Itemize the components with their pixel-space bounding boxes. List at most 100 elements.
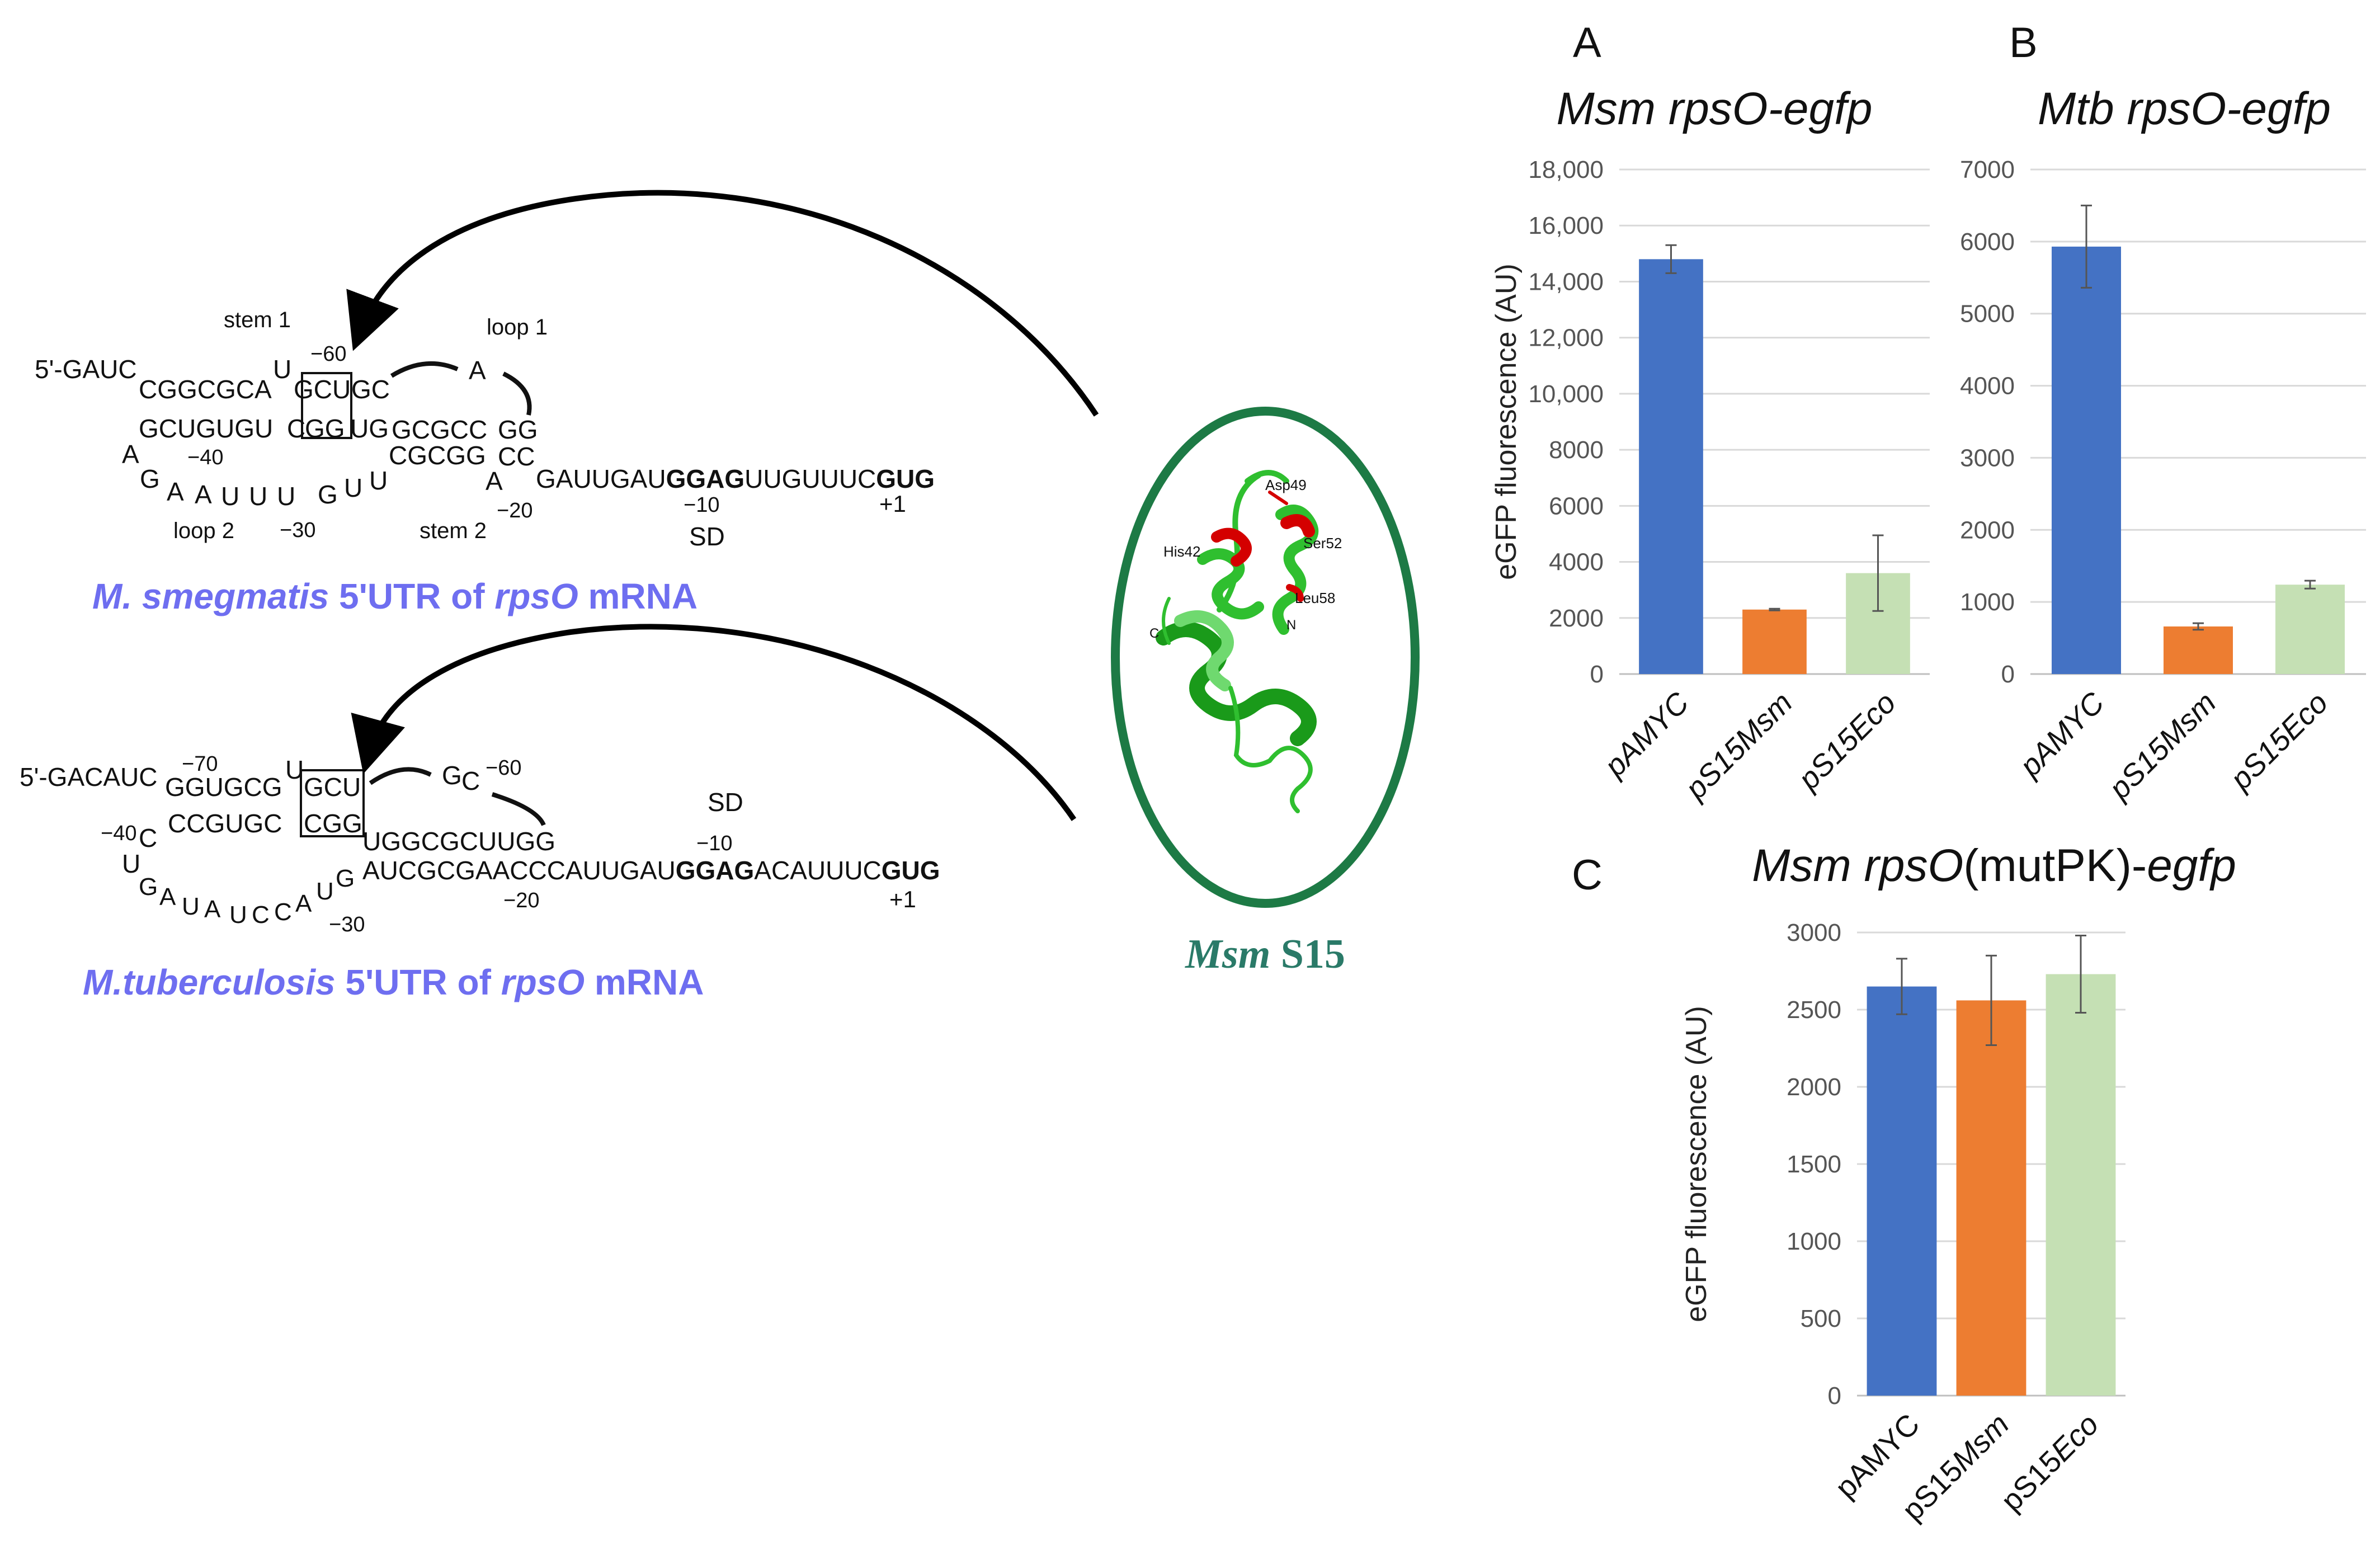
y-tick-label: 4000 bbox=[1549, 549, 1604, 576]
msm-seq-tail: GAUUGAUGGAGUUGUUUCGUG bbox=[536, 464, 935, 493]
mtb-seq-top-box: GCU bbox=[304, 772, 361, 802]
bar bbox=[1956, 1000, 2026, 1396]
mtb-seq-top-ggugcg: GGUGCG bbox=[165, 772, 282, 802]
msm-binding-arrow bbox=[346, 190, 1099, 417]
bar bbox=[2164, 626, 2233, 674]
y-tick-label: 18,000 bbox=[1528, 156, 1604, 183]
his42-highlight bbox=[1211, 527, 1252, 567]
mtb-rna-structure: −70 5'-GACAUC GGUGCG U GCU G C −60 SD −4… bbox=[20, 752, 940, 1002]
msm-tail-ggag: GGAG bbox=[666, 464, 745, 493]
msm-pseudoknot-box bbox=[301, 372, 352, 439]
mtb-tail-ggag: GGAG bbox=[676, 856, 755, 885]
chart-b-title: Mtb rpsO-egfp bbox=[2038, 83, 2331, 134]
residue-c-terminus: C bbox=[1149, 626, 1159, 641]
category-label: pS15Eco bbox=[1791, 686, 1902, 797]
msm-seq-mid-gcgcc: GCGCC bbox=[392, 415, 487, 444]
chart-a-title: Msm rpsO-egfp bbox=[1557, 83, 1873, 134]
y-tick-label: 2000 bbox=[1960, 516, 2015, 544]
category-label: pAMYC bbox=[1597, 685, 1696, 784]
y-tick-label: 1000 bbox=[1960, 588, 2015, 616]
msm-loop2-base: U bbox=[249, 482, 267, 511]
protein-title: Msm S15 bbox=[1185, 931, 1345, 977]
msm-seq-mid-right: UG bbox=[350, 414, 389, 443]
y-axis-label: eGFP fluorescence (AU) bbox=[1490, 263, 1523, 580]
y-tick-label: 12,000 bbox=[1528, 324, 1604, 352]
chart-c-plot: 0 500 1000 1500 2000 2500 3000 eGFP fluorescenc… bbox=[1680, 919, 2125, 1527]
msm-stem1-label: stem 1 bbox=[224, 308, 291, 332]
msm-sd-label: SD bbox=[689, 522, 725, 551]
mtb-seq-tail: AUCGCGAACCCAUUGAUGGAGACAUUUCGUG bbox=[362, 856, 940, 885]
msm-loop2-base: U bbox=[344, 473, 362, 502]
residue-leu58: Leu58 bbox=[1295, 590, 1335, 606]
y-tick-label: 1500 bbox=[1787, 1151, 1841, 1178]
mtb-binding-arrow bbox=[351, 624, 1077, 821]
y-tick-label: 0 bbox=[1590, 661, 1604, 688]
bar bbox=[1639, 259, 1703, 674]
msm-loop2-base: A bbox=[167, 477, 184, 506]
mtb-pos-70: −70 bbox=[182, 752, 218, 776]
panel-b-label: B bbox=[2009, 19, 2038, 67]
residue-ser52: Ser52 bbox=[1303, 535, 1342, 552]
msm-tail-gug: GUG bbox=[876, 464, 935, 493]
y-axis-label: eGFP fluorescence (AU) bbox=[1680, 1006, 1713, 1322]
y-tick-label: 6000 bbox=[1960, 228, 2015, 256]
msm-seq-mid-gg: GG bbox=[498, 415, 538, 444]
msm-loop2-base: G bbox=[318, 480, 338, 509]
msm-s15-protein: Asp49 His42 Ser52 Leu58 C N Msm S15 bbox=[1111, 407, 1420, 977]
msm-pos-20: −20 bbox=[497, 499, 532, 522]
residue-n-terminus: N bbox=[1286, 618, 1296, 633]
msm-seq-cc: CC bbox=[498, 442, 535, 471]
mtb-tail-gug: GUG bbox=[882, 856, 940, 885]
msm-seq-top-box: GCU bbox=[294, 375, 351, 404]
y-tick-label: 14,000 bbox=[1528, 268, 1604, 295]
protein-cartoon bbox=[1156, 470, 1319, 813]
msm-seq-a20: A bbox=[486, 467, 503, 496]
msm-tail2: UUGUUUC bbox=[744, 464, 876, 493]
mtb-seq-mid-box: CGG bbox=[304, 809, 362, 838]
mtb-bottom-base: A bbox=[204, 896, 221, 923]
mtb-tail1: AUCGCGAACCCAUUGAU bbox=[362, 856, 676, 885]
ser52-highlight bbox=[1280, 514, 1315, 538]
y-tick-label: 6000 bbox=[1549, 492, 1604, 520]
category-label: pS15Msm bbox=[1678, 686, 1799, 807]
msm-loop1-a: A bbox=[469, 356, 486, 385]
msm-pos-30: −30 bbox=[280, 519, 315, 542]
msm-stem2-label: stem 2 bbox=[420, 519, 487, 543]
y-tick-label: 4000 bbox=[1960, 373, 2015, 400]
mtb-bottom-base: A bbox=[295, 890, 312, 917]
chart-c-title: Msm rpsO(mutPK)-egfp bbox=[1752, 840, 2236, 891]
y-tick-label: 16,000 bbox=[1528, 212, 1604, 239]
mtb-seq-mid-right: UGGCGCUUGG bbox=[362, 827, 555, 856]
mtb-loop-arc-a bbox=[369, 767, 432, 785]
msm-rna-structure: stem 1 loop 1 −60 5'-GAUC CGGCGCA U GCU … bbox=[35, 308, 935, 616]
msm-tail1: GAUUGAU bbox=[536, 464, 666, 493]
mtb-bottom-base: G bbox=[139, 873, 158, 901]
y-tick-label: 0 bbox=[1828, 1382, 1841, 1410]
asp49-highlight bbox=[1268, 491, 1288, 505]
y-tick-label: 3000 bbox=[1960, 444, 2015, 472]
y-tick-label: 5000 bbox=[1960, 300, 2015, 328]
mtb-pos-40: −40 bbox=[101, 822, 136, 845]
y-tick-label: 10,000 bbox=[1528, 380, 1604, 408]
msm-seq-mid-left: GCUGUGU bbox=[139, 414, 273, 443]
msm-loop2-label: loop 2 bbox=[173, 519, 234, 543]
msm-caption: M. smegmatis 5'UTR of rpsO mRNA bbox=[92, 576, 697, 616]
msm-loop2-base: A bbox=[195, 480, 212, 509]
panel-c-label: C bbox=[1572, 851, 1603, 899]
category-label: pS15Eco bbox=[2223, 686, 2335, 797]
mtb-pos-60: −60 bbox=[486, 756, 521, 780]
chart-a: A Msm rpsO-egfp 0 2000 4000 6000 8000 10,000 1… bbox=[1490, 19, 1930, 807]
category-label: pS15Eco bbox=[1995, 1407, 2105, 1518]
msm-loop2-base: U bbox=[221, 482, 239, 511]
y-tick-label: 1000 bbox=[1787, 1228, 1841, 1255]
panel-a-label: A bbox=[1573, 19, 1601, 67]
mtb-bottom-base: U bbox=[229, 901, 247, 929]
y-tick-label: 7000 bbox=[1960, 156, 2015, 183]
mtb-bottom-base: U bbox=[182, 893, 200, 920]
chart-a-plot: 0 2000 4000 6000 8000 10,000 12,000 14,000 16,00… bbox=[1490, 156, 1930, 807]
chart-b: B Mtb rpsO-egfp 0 1000 2000 3000 4000 5000 600… bbox=[1960, 19, 2366, 807]
mtb-bottom-base: C bbox=[252, 901, 270, 929]
mtb-bottom-base: U bbox=[316, 878, 334, 905]
y-tick-label: 2000 bbox=[1549, 605, 1604, 632]
